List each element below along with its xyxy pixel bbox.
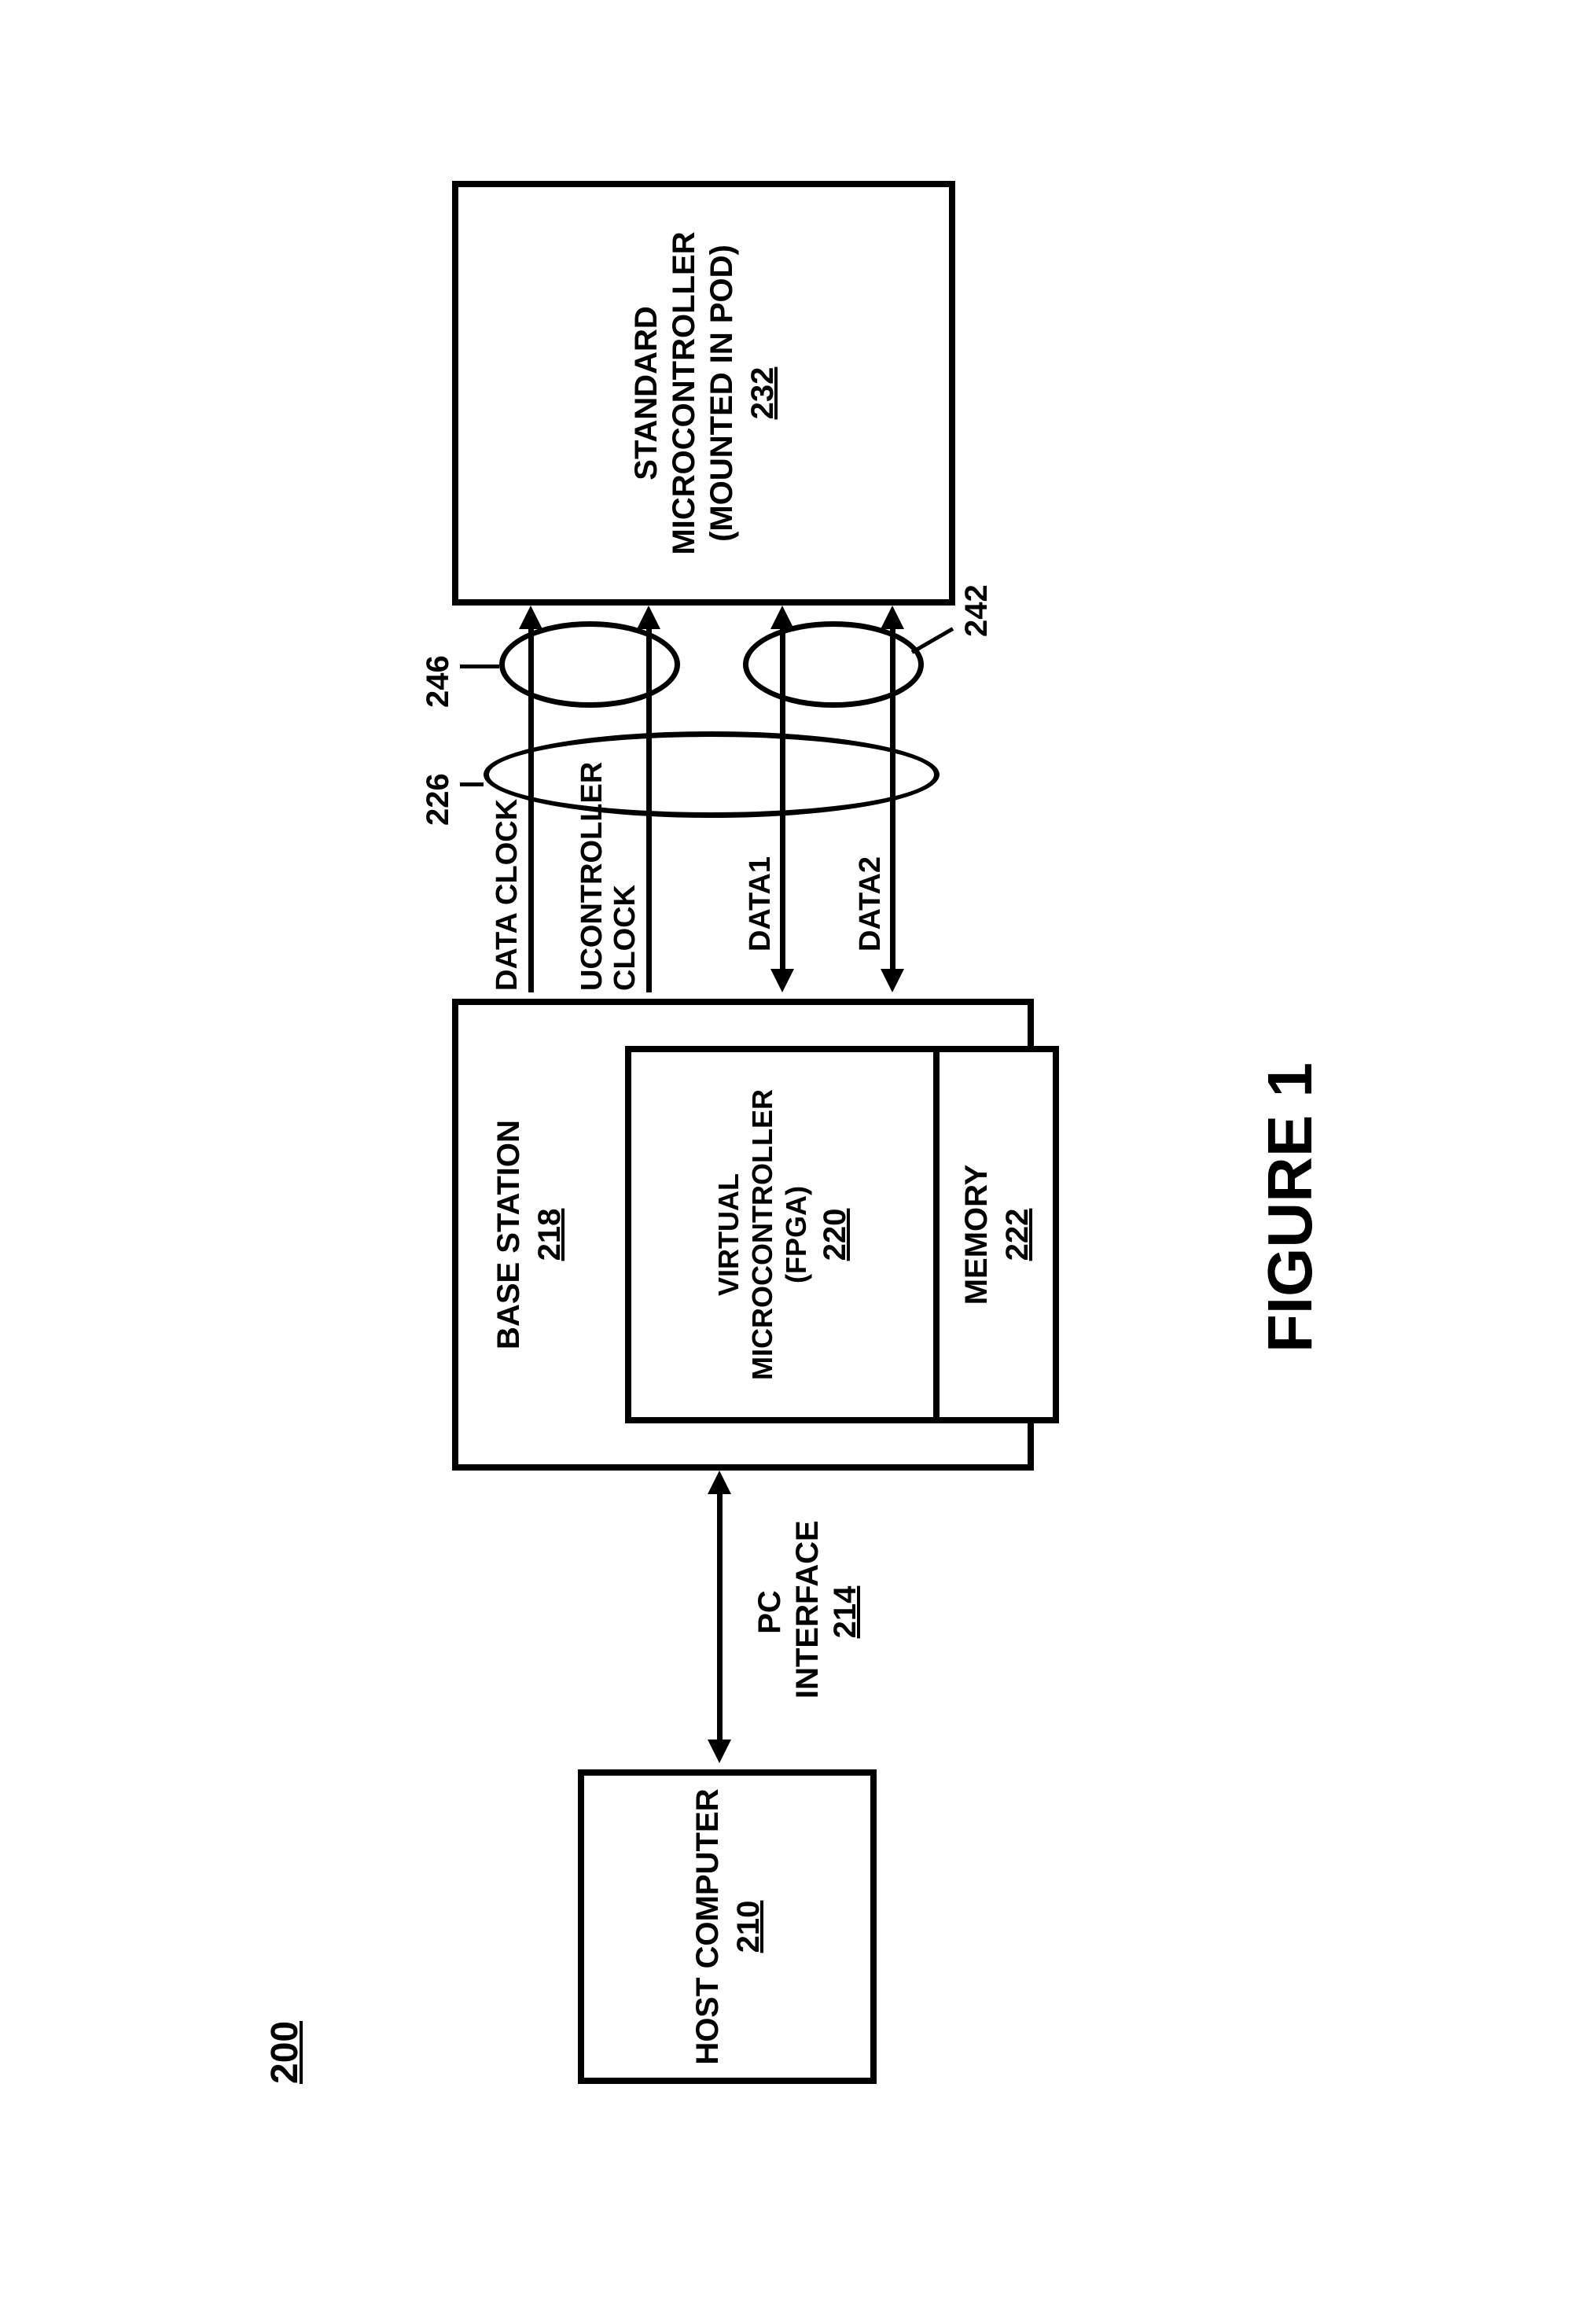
host-computer-block: HOST COMPUTER 210 [578, 1769, 877, 2084]
virtual-mc-title: VIRTUAL MICROCONTROLLER (FPGA) [712, 1052, 814, 1417]
pc-interface-arrow-right [708, 1471, 731, 1494]
data2-arrow-left [881, 969, 904, 992]
ellipse-226 [484, 731, 940, 818]
ellipse-242-label: 242 [959, 584, 995, 637]
base-station-ref: 218 [532, 1209, 568, 1261]
memory-ref: 222 [1000, 1209, 1035, 1261]
ellipse-226-leader [460, 782, 484, 786]
base-station-title: BASE STATION [490, 1120, 528, 1349]
ucontroller-clock-arrow-right [637, 606, 660, 629]
virtual-mc-block: VIRTUAL MICROCONTROLLER (FPGA) 220 [625, 1046, 940, 1423]
pc-interface-ref: 214 [826, 1526, 864, 1699]
data1-label: DATA1 [745, 826, 778, 952]
host-computer-ref: 210 [731, 1901, 767, 1953]
ellipse-242 [743, 621, 924, 708]
virtual-mc-ref: 220 [818, 1209, 853, 1261]
pc-interface-arrow-left [708, 1740, 731, 1763]
data2-arrow-right [881, 606, 904, 629]
data-clock-arrow-right [519, 606, 542, 629]
ellipse-246-label: 246 [421, 655, 456, 708]
ellipse-246-leader [460, 665, 499, 668]
ellipse-242-leader [911, 627, 954, 653]
diagram-container: 200 HOST COMPUTER 210 PC INTERFACE 214 B… [169, 134, 1427, 2178]
figure-label: FIGURE 1 [1254, 1062, 1326, 1353]
data2-label: DATA2 [855, 826, 888, 952]
ellipse-246 [499, 621, 680, 708]
pc-interface-label: PC INTERFACE 214 [751, 1526, 864, 1699]
std-mc-title: STANDARD MICROCONTROLLER (MOUNTED IN POD… [627, 187, 741, 599]
page-reference: 200 [263, 2021, 307, 2084]
memory-title: MEMORY [958, 1165, 995, 1305]
pc-interface-text: PC INTERFACE [752, 1520, 825, 1699]
pc-interface-arrow-line [717, 1486, 723, 1747]
std-mc-block: STANDARD MICROCONTROLLER (MOUNTED IN POD… [452, 181, 955, 606]
data-clock-label: DATA CLOCK [491, 771, 524, 991]
data1-arrow-left [770, 969, 794, 992]
memory-block: MEMORY 222 [933, 1046, 1059, 1423]
std-mc-ref: 232 [745, 367, 781, 420]
host-computer-title: HOST COMPUTER [689, 1788, 726, 2064]
ellipse-226-label: 226 [421, 773, 456, 826]
